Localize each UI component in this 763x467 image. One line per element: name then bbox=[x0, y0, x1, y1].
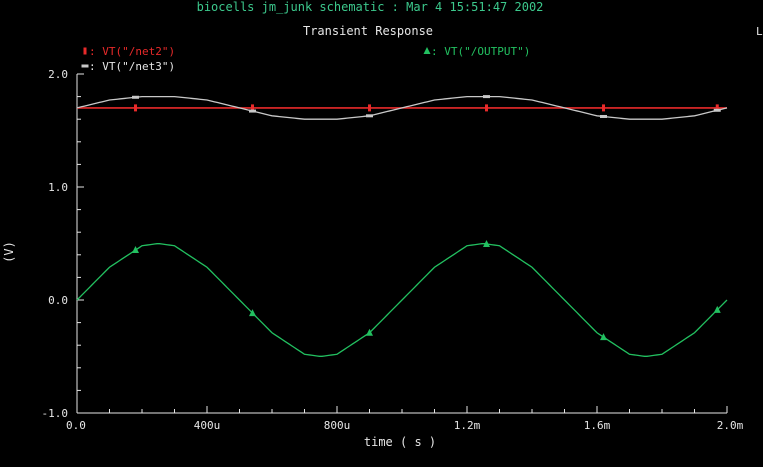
data-marker-output bbox=[366, 328, 373, 336]
data-marker-net2 bbox=[134, 104, 137, 112]
data-marker-output bbox=[483, 239, 490, 247]
x-tick-label: 1.6m bbox=[584, 419, 611, 432]
y-tick-label: 2.0 bbox=[48, 68, 68, 81]
chart-title: Transient Response bbox=[303, 24, 433, 38]
series-line-net3 bbox=[76, 95, 728, 120]
data-marker-output bbox=[600, 333, 607, 341]
y-tick-label: -1.0 bbox=[42, 407, 69, 420]
axes: 2.01.00.0-1.00.0 400u 800u 1.2m 1.6m 2.0m bbox=[42, 68, 744, 432]
legend-label-output: : VT("/OUTPUT") bbox=[431, 45, 530, 58]
legend: : VT("/net2") : VT("/net3") : VT("/OUTPUT"… bbox=[81, 45, 530, 73]
markers-layer bbox=[132, 95, 721, 341]
x-tick-label: 0.0 bbox=[66, 419, 86, 432]
series-layer bbox=[76, 95, 728, 357]
data-marker-net3 bbox=[600, 114, 607, 118]
window-title: biocells jm_junk schematic : Mar 4 15:51… bbox=[197, 0, 544, 14]
legend-marker-output bbox=[423, 47, 431, 54]
data-marker-output bbox=[713, 305, 721, 313]
data-marker-net2 bbox=[251, 104, 254, 112]
y-tick-label: 1.0 bbox=[48, 181, 68, 194]
x-tick-label: 400u bbox=[194, 419, 221, 432]
data-marker-net2 bbox=[485, 104, 488, 112]
data-marker-net3 bbox=[713, 108, 721, 112]
data-marker-net3 bbox=[132, 95, 139, 99]
y-axis-label: (V) bbox=[2, 241, 16, 263]
data-marker-net3 bbox=[483, 95, 490, 99]
x-tick-label: 2.0m bbox=[717, 419, 744, 432]
y-tick-label: 0.0 bbox=[48, 294, 68, 307]
legend-marker-net2 bbox=[83, 47, 87, 55]
corner-marker: L bbox=[756, 25, 763, 38]
data-marker-net2 bbox=[602, 104, 605, 112]
x-tick-label: 800u bbox=[324, 419, 351, 432]
legend-marker-net3 bbox=[81, 64, 89, 68]
legend-label-net3: : VT("/net3") bbox=[89, 60, 175, 73]
series-line-output bbox=[76, 243, 728, 357]
data-marker-net3 bbox=[366, 114, 373, 118]
data-marker-net2 bbox=[715, 104, 719, 112]
x-tick-label: 1.2m bbox=[454, 419, 481, 432]
legend-label-net2: : VT("/net2") bbox=[89, 45, 175, 58]
data-marker-net3 bbox=[249, 109, 256, 113]
data-marker-output bbox=[249, 309, 256, 317]
data-marker-output bbox=[132, 246, 139, 254]
x-axis-label: time ( s ) bbox=[364, 435, 436, 449]
data-marker-net2 bbox=[368, 104, 371, 112]
